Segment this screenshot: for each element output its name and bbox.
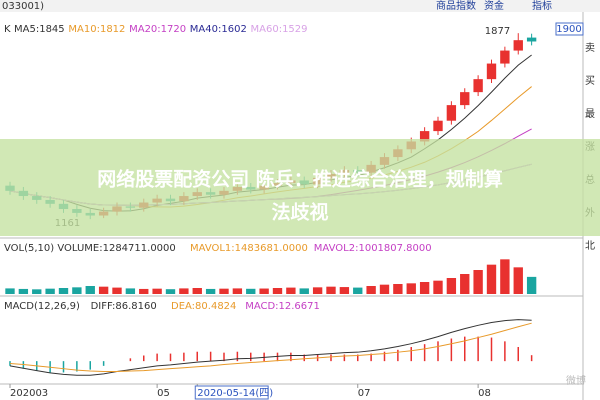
volume-bar [112, 287, 122, 294]
ma-legend: MA10:1812 [68, 24, 125, 35]
code: 033001) [2, 1, 44, 12]
volume-bar [353, 287, 363, 294]
volume-bar [486, 264, 497, 294]
volume-bar [393, 284, 403, 294]
x-tick-label: 202003 [10, 388, 48, 399]
candle-body [500, 50, 510, 64]
candle-body [419, 131, 430, 142]
x-tick-label: 05 [157, 388, 170, 399]
watermark: 微博 [566, 374, 586, 387]
volume-bar [312, 287, 323, 294]
ma-legend: MA20:1720 [129, 24, 186, 35]
volume-bar [5, 288, 15, 294]
volume-bar [205, 288, 216, 294]
volume-bar [406, 283, 416, 294]
ma-legend: MA40:1602 [190, 24, 247, 35]
volume-bar [513, 267, 523, 294]
volume-bar [85, 286, 95, 294]
side-label: 买 [585, 75, 595, 87]
volume-bar [246, 288, 256, 294]
volume-bar [500, 259, 510, 294]
side-label: 北 [585, 240, 595, 252]
volume-bar [139, 288, 149, 294]
volume-bar [125, 288, 136, 294]
volume-bar [259, 288, 269, 294]
menu-item[interactable]: 商品指数 [436, 0, 476, 12]
candle-body [460, 92, 470, 106]
candle-body [473, 79, 483, 93]
volume-bar [433, 280, 443, 294]
side-label: 最 [585, 108, 595, 120]
volume-bar [165, 289, 176, 294]
ma-legend: MA60:1529 [251, 24, 308, 35]
volume-bar [72, 287, 82, 294]
period-label: K [4, 24, 11, 35]
volume-bar [366, 286, 376, 294]
volume-bar [179, 288, 189, 294]
volume-bar [152, 288, 162, 294]
x-tick-label: 2020-05-14(四) [197, 388, 273, 399]
volume-bar [286, 287, 296, 294]
high-annotation: 1877 [485, 26, 510, 37]
volume-bar [232, 288, 243, 294]
menu-item[interactable]: 指标 [532, 0, 552, 12]
candle-body [433, 120, 443, 132]
volume-bar [419, 282, 430, 294]
macd-legend: DEA:80.4824 [171, 301, 236, 312]
side-label: 卖 [585, 42, 595, 54]
volume-bar [192, 288, 202, 294]
volume-bar [526, 276, 537, 294]
macd-legend: MACD:12.6671 [245, 301, 320, 312]
top-bar [0, 0, 600, 12]
volume-bar [32, 289, 42, 294]
volume-bar [58, 288, 69, 294]
candle-body [446, 105, 457, 121]
macd-legend: DIFF:86.8160 [91, 301, 157, 312]
price-tag: 1900 [556, 24, 581, 35]
volume-title: VOL(5,10) VOLUME:1284711.0000 [4, 243, 176, 254]
volume-bar [326, 286, 336, 294]
volume-bar [98, 286, 109, 294]
macd-title: MACD(12,26,9) [4, 301, 80, 312]
dea-line [9, 322, 532, 373]
ma-legend: MA5:1845 [14, 24, 65, 35]
banner-bg [0, 139, 600, 236]
candle-body [486, 63, 497, 80]
volume-bar [219, 288, 229, 294]
volume-bar [473, 270, 483, 294]
banner-line: 法歧视 [271, 201, 328, 224]
volume-legend: MAVOL2:1001807.8000 [314, 243, 432, 254]
volume-bar [339, 287, 350, 294]
banner-line: 网络股票配资公司 陈兵：推进综合治理，规制算 [97, 168, 503, 191]
x-tick-label: 07 [358, 388, 371, 399]
volume-legend: MAVOL1:1483681.0000 [190, 243, 308, 254]
volume-bar [18, 288, 29, 294]
volume-bar [379, 284, 390, 294]
price-tag-box [555, 22, 584, 36]
volume-bar [272, 288, 283, 294]
volume-bar [460, 274, 470, 294]
diff-line [9, 319, 532, 376]
x-cursor-box [194, 385, 269, 400]
x-tick-label: 08 [478, 388, 491, 399]
volume-bar [45, 288, 55, 294]
candle-body [526, 37, 537, 42]
candle-body [513, 40, 523, 51]
volume-bar [446, 278, 457, 294]
menu-item[interactable]: 资金 [484, 0, 504, 12]
volume-bar [299, 288, 309, 294]
